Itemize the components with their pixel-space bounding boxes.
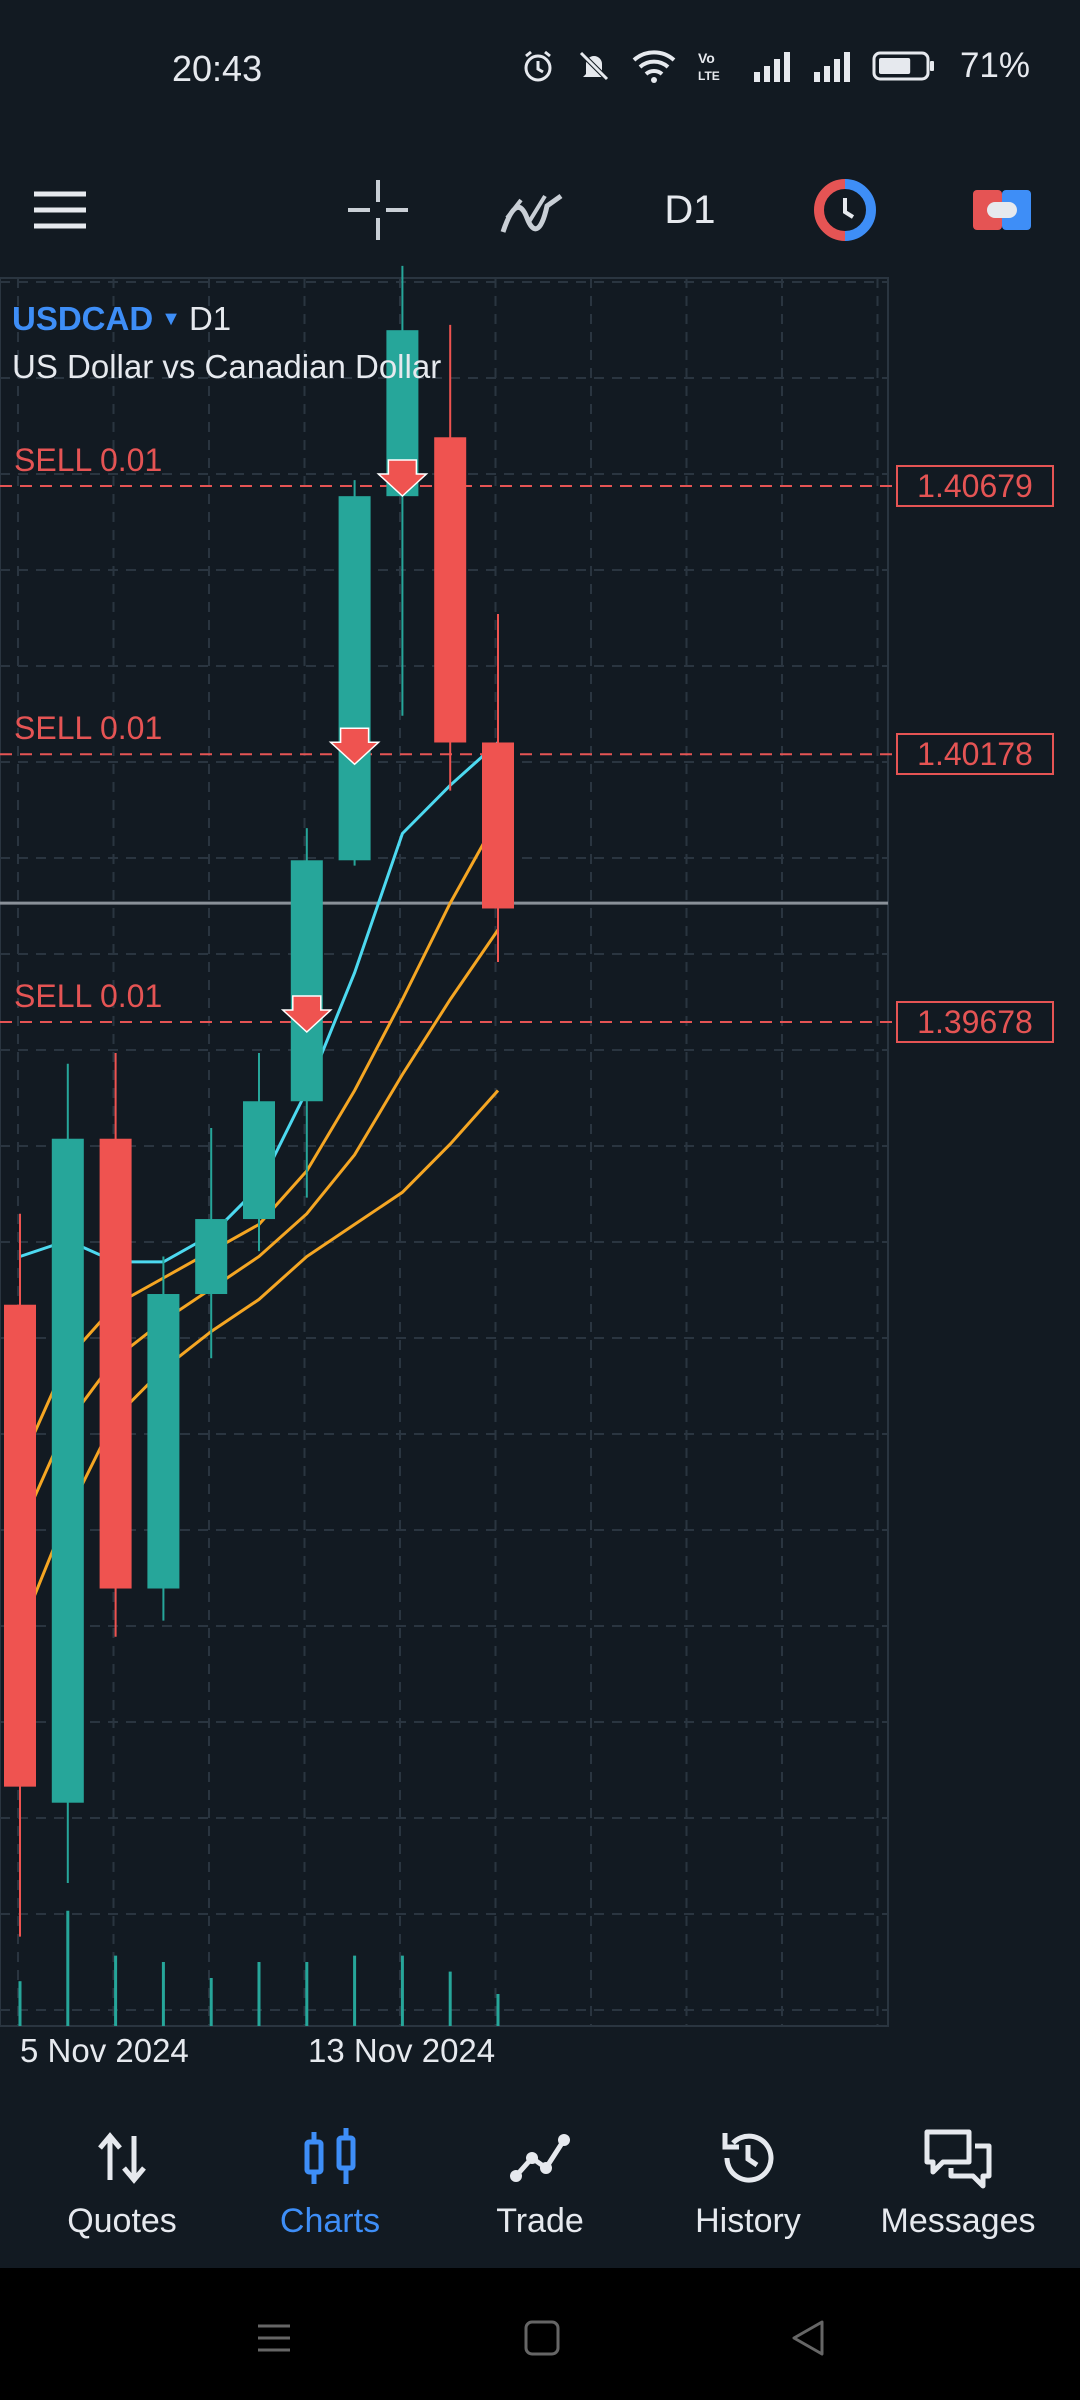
volte-icon: Vo LTE xyxy=(696,48,732,84)
status-icons: Vo LTE 71% xyxy=(520,46,1030,86)
alarm-icon xyxy=(520,48,556,84)
svg-text:Vo: Vo xyxy=(698,50,715,66)
sell-arrow-marker xyxy=(328,727,381,766)
back-icon xyxy=(792,2320,824,2356)
battery-icon xyxy=(872,48,936,84)
mute-icon xyxy=(576,48,612,84)
nav-quotes[interactable]: Quotes xyxy=(22,2090,222,2268)
bottom-navigation: Quotes Charts Trade History Messages xyxy=(0,2090,1080,2268)
one-click-trading-button[interactable] xyxy=(805,170,885,250)
candle-bearish xyxy=(434,437,467,743)
menu-button[interactable] xyxy=(28,170,92,250)
nav-history-label: History xyxy=(695,2202,801,2240)
nav-history[interactable]: History xyxy=(648,2090,848,2268)
nav-trade[interactable]: Trade xyxy=(440,2090,640,2268)
nav-trade-label: Trade xyxy=(496,2202,584,2240)
symbol-name[interactable]: USDCAD xyxy=(12,300,154,337)
signal-icon xyxy=(812,48,852,84)
nav-messages[interactable]: Messages xyxy=(858,2090,1058,2268)
crosshair-icon xyxy=(348,180,408,240)
symbol-timeframe: D1 xyxy=(188,300,232,337)
sell-arrow-marker xyxy=(376,459,429,498)
symbol-description: US Dollar vs Canadian Dollar xyxy=(12,348,442,385)
trade-button[interactable] xyxy=(962,170,1042,250)
indicators-icon xyxy=(500,193,563,233)
nav-charts[interactable]: Charts xyxy=(230,2090,430,2268)
x-axis-date-label: 13 Nov 2024 xyxy=(308,2032,496,2069)
sell-order-label[interactable]: SELL 0.01 xyxy=(14,710,163,746)
status-time: 20:43 xyxy=(172,48,263,89)
trade-line-icon xyxy=(508,2126,572,2190)
symbol-header[interactable]: USDCAD ▼ D1 xyxy=(12,300,231,338)
home-icon xyxy=(524,2320,560,2356)
candle-bearish xyxy=(482,742,514,909)
candle-bullish xyxy=(290,860,323,1102)
candlestick-chart[interactable] xyxy=(0,0,1080,2090)
wifi-icon xyxy=(632,48,676,84)
charts-candles-icon xyxy=(302,2126,358,2190)
recent-apps-button[interactable] xyxy=(244,2308,304,2368)
nav-quotes-label: Quotes xyxy=(67,2202,177,2240)
battery-percent: 71% xyxy=(959,46,1030,85)
crosshair-button[interactable] xyxy=(338,170,418,250)
timeframe-button[interactable]: D1 xyxy=(664,187,716,232)
sell-order-label[interactable]: SELL 0.01 xyxy=(14,442,163,478)
one-click-trading-icon xyxy=(814,179,876,241)
status-bar: 20:43 Vo LTE 71% xyxy=(0,0,1080,140)
symbol-dropdown-icon[interactable]: ▼ xyxy=(161,307,181,330)
menu-icon xyxy=(34,191,86,229)
quotes-arrows-icon xyxy=(94,2126,150,2190)
chart-toolbar: D1 xyxy=(0,140,1080,280)
candle-bullish xyxy=(195,1219,228,1295)
candle-bullish xyxy=(338,496,371,861)
sell-order-price: 1.39678 xyxy=(896,1001,1054,1043)
home-button[interactable] xyxy=(512,2308,572,2368)
indicators-button[interactable] xyxy=(492,170,572,250)
messages-bubbles-icon xyxy=(923,2126,993,2190)
recent-apps-icon xyxy=(258,2324,290,2352)
sell-arrow-marker xyxy=(280,995,333,1034)
candle-bearish xyxy=(99,1138,132,1589)
history-clock-icon xyxy=(717,2126,779,2190)
price-chart[interactable]: USDCAD ▼ D1 US Dollar vs Canadian Dollar… xyxy=(0,0,1080,2069)
candle-bullish xyxy=(51,1138,84,1803)
back-button[interactable] xyxy=(778,2308,838,2368)
svg-text:LTE: LTE xyxy=(698,69,720,83)
x-axis-date-label: 5 Nov 2024 xyxy=(20,2032,189,2069)
nav-charts-label: Charts xyxy=(279,2202,381,2240)
sell-order-label[interactable]: SELL 0.01 xyxy=(14,978,163,1014)
sell-order-price: 1.40178 xyxy=(896,733,1054,775)
candle-bearish xyxy=(4,1304,36,1787)
candle-bullish xyxy=(243,1101,275,1220)
trade-icon xyxy=(973,190,1031,230)
candle-bullish xyxy=(147,1294,180,1589)
signal-icon xyxy=(752,48,792,84)
sell-order-price: 1.40679 xyxy=(896,465,1054,507)
system-navigation-bar xyxy=(0,2268,1080,2400)
nav-messages-label: Messages xyxy=(880,2202,1036,2240)
